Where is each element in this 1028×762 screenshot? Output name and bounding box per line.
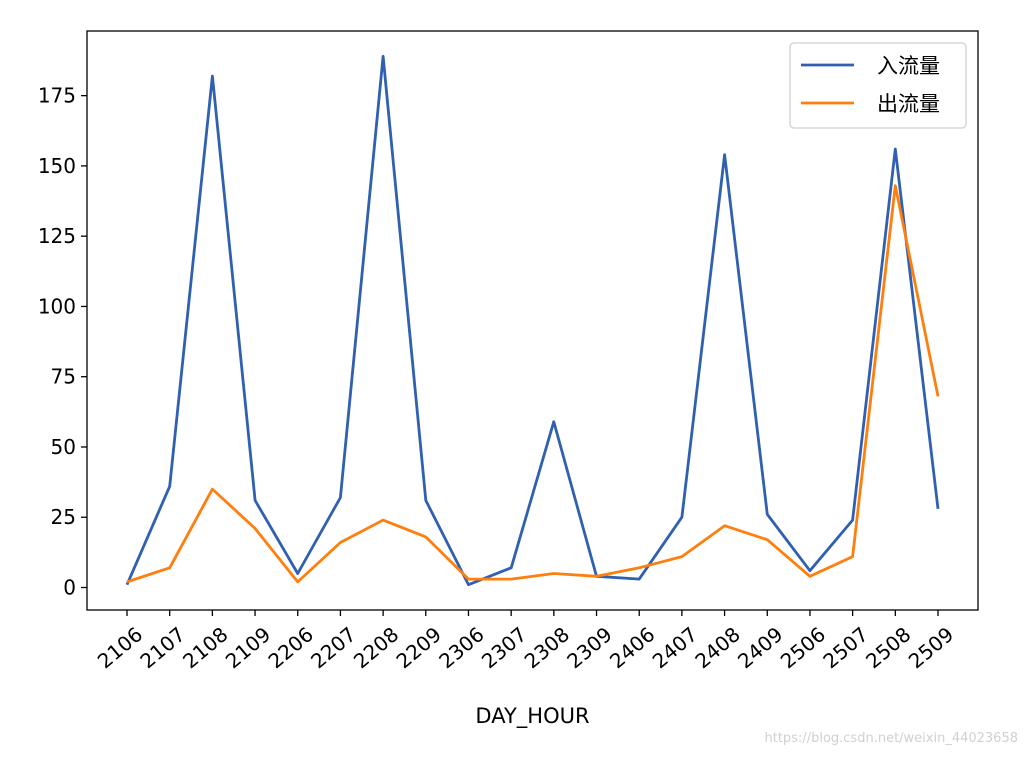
legend-label-1: 入流量: [877, 54, 940, 78]
x-tick-label: 2109: [221, 622, 275, 673]
x-tick-label: 2207: [306, 622, 360, 673]
x-tick-label: 2408: [690, 622, 744, 673]
x-tick-label: 2407: [648, 622, 702, 673]
y-tick-label: 50: [51, 435, 76, 459]
y-tick-label: 0: [63, 576, 76, 600]
legend-label-2: 出流量: [877, 92, 940, 116]
x-tick-label: 2409: [733, 622, 787, 673]
x-tick-label: 2108: [178, 622, 232, 673]
y-tick-label: 25: [51, 505, 76, 529]
x-tick-label: 2509: [904, 622, 958, 673]
series-layer: [125, 54, 940, 587]
x-tick-label: 2209: [392, 622, 446, 673]
x-tick-label: 2406: [605, 622, 659, 673]
y-tick-label: 125: [38, 224, 76, 248]
x-tick-label: 2107: [135, 622, 189, 673]
x-tick-label: 2208: [349, 622, 403, 673]
x-tick-label: 2309: [562, 622, 616, 673]
x-axis: 2106210721082109220622072208220923062307…: [93, 610, 958, 673]
series-line-2: [126, 184, 940, 584]
y-tick-label: 75: [51, 365, 76, 389]
x-tick-label: 2308: [520, 622, 574, 673]
x-tick-label: 2106: [93, 622, 147, 673]
x-tick-label: 2307: [477, 622, 531, 673]
x-tick-label: 2508: [861, 622, 915, 673]
plot-frame: [86, 30, 979, 611]
y-tick-label: 175: [38, 84, 76, 108]
x-tick-label: 2306: [434, 622, 488, 673]
x-tick-label: 2507: [818, 622, 872, 673]
x-tick-label: 2206: [264, 622, 318, 673]
y-axis: 0 25 50 75 100 125 150 175: [38, 84, 87, 600]
y-tick-label: 150: [38, 154, 76, 178]
watermark: https://blog.csdn.net/weixin_44023658: [764, 731, 1018, 746]
y-tick-label: 100: [38, 294, 76, 318]
x-axis-label: DAY_HOUR: [475, 704, 589, 729]
series-line-1: [125, 54, 940, 587]
x-tick-label: 2506: [776, 622, 830, 673]
